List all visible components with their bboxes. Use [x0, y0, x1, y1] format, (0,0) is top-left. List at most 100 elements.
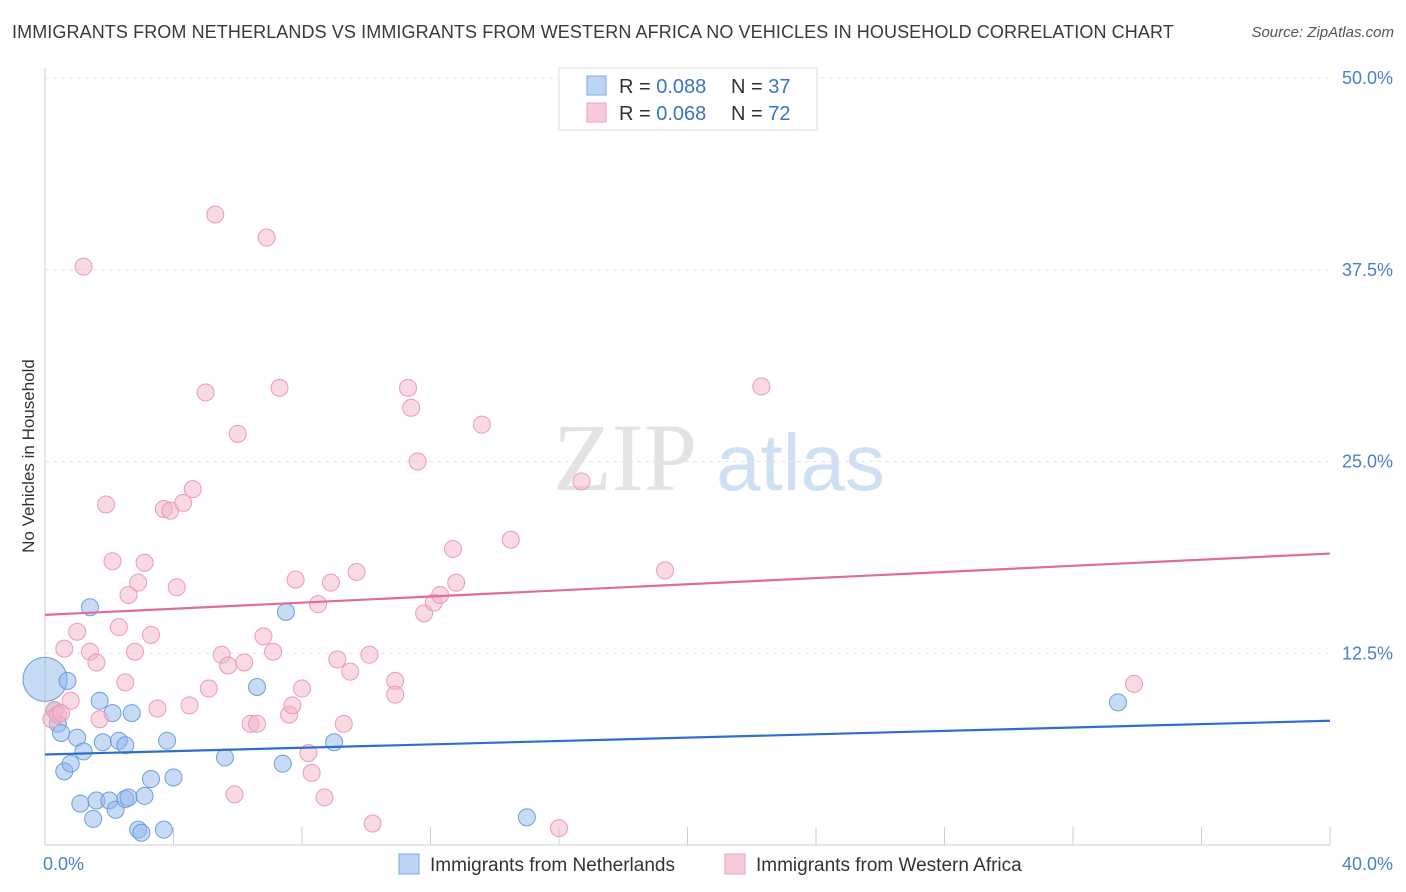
data-point: [248, 714, 267, 733]
data-point: [325, 733, 344, 752]
data-point: [293, 679, 311, 698]
gridlines: [45, 77, 1330, 654]
data-point: [84, 809, 103, 828]
data-point: [550, 819, 568, 838]
data-point: [132, 823, 151, 842]
legend-swatch-netherlands: [586, 75, 607, 96]
data-point: [109, 618, 128, 637]
legend-n-value-western-africa: 72: [768, 103, 790, 125]
data-point: [158, 731, 177, 750]
data-point: [276, 602, 295, 621]
data-point: [58, 671, 77, 690]
data-point: [119, 585, 138, 604]
data-point: [116, 736, 135, 755]
data-point: [443, 539, 462, 558]
data-point: [1108, 693, 1127, 712]
data-point: [286, 570, 305, 589]
data-point: [501, 530, 520, 549]
data-point: [183, 480, 202, 499]
data-point: [206, 205, 225, 224]
data-point: [472, 415, 491, 434]
data-point: [52, 704, 71, 723]
y-axis-title: No Vehicles in Household: [19, 359, 38, 553]
legend-swatch-western-africa: [586, 102, 607, 123]
data-point: [752, 377, 771, 396]
tick-labels: 12.5% 25.0% 37.5% 50.0% 0.0% 40.0%: [43, 68, 1393, 874]
data-point: [302, 763, 321, 782]
data-point: [148, 699, 167, 718]
data-point: [116, 673, 135, 692]
top-legend: R = 0.088 N = 37 R = 0.068 N = 72: [558, 67, 818, 131]
data-point: [61, 754, 80, 773]
legend-r-label-western-africa: R =: [619, 103, 656, 125]
series-western-africa-points: [42, 205, 1144, 838]
y-tick-label-2: 37.5%: [1342, 260, 1393, 280]
data-point: [125, 642, 144, 661]
data-point: [61, 691, 80, 710]
data-point: [408, 452, 427, 471]
x-tick-label-0: 0.0%: [43, 854, 84, 874]
legend-r-value-netherlands: 0.088: [656, 76, 706, 98]
data-point: [517, 808, 536, 827]
watermark: ZIP atlas: [553, 404, 885, 511]
data-point: [90, 710, 109, 729]
data-point: [399, 378, 418, 397]
bottom-legend-swatch-western-africa: [724, 853, 746, 875]
bottom-legend-swatch-netherlands: [398, 853, 420, 875]
data-point: [360, 645, 379, 664]
data-point: [225, 785, 244, 804]
data-point: [347, 562, 366, 581]
data-point: [199, 679, 218, 698]
data-point: [257, 228, 276, 247]
data-point: [154, 820, 173, 839]
data-point: [174, 493, 193, 512]
data-point: [248, 677, 267, 696]
data-point: [402, 398, 421, 417]
data-point: [270, 378, 289, 397]
data-point: [119, 788, 138, 807]
data-point: [74, 742, 93, 761]
watermark-atlas: atlas: [716, 418, 885, 507]
data-point: [122, 704, 141, 723]
data-point: [90, 691, 109, 710]
x-tick-label-1: 40.0%: [1342, 854, 1393, 874]
data-point: [309, 595, 328, 614]
data-point: [228, 424, 247, 443]
data-point: [386, 685, 405, 704]
svg-text:R = 0.068: R = 0.068: [619, 103, 706, 125]
data-point: [129, 573, 148, 592]
data-point: [71, 794, 90, 813]
legend-r-label-netherlands: R =: [619, 76, 656, 98]
data-point: [283, 696, 302, 715]
data-point: [334, 714, 353, 733]
legend-n-label-netherlands: N =: [731, 76, 768, 98]
data-point: [68, 622, 87, 641]
trend-line-netherlands: [44, 719, 1331, 756]
y-tick-label-3: 50.0%: [1342, 68, 1393, 88]
data-point: [164, 768, 183, 787]
data-point: [55, 639, 74, 658]
chart-source: Source: ZipAtlas.com: [1251, 24, 1394, 41]
trend-line-western-africa: [44, 552, 1331, 616]
data-point: [254, 627, 273, 646]
data-point: [363, 814, 382, 833]
data-point: [87, 653, 106, 672]
y-tick-label-1: 25.0%: [1342, 452, 1393, 472]
data-point: [328, 650, 347, 669]
data-point: [264, 642, 283, 661]
data-point: [273, 754, 292, 773]
series-netherlands-points: [22, 598, 1127, 842]
data-point: [447, 573, 466, 592]
trend-lines: [44, 552, 1331, 756]
legend-r-value-western-africa: 0.068: [656, 103, 706, 125]
data-point: [167, 578, 186, 597]
legend-n-label-western-africa: N =: [731, 103, 768, 125]
data-point: [93, 733, 112, 752]
chart-title: IMMIGRANTS FROM NETHERLANDS VS IMMIGRANT…: [12, 22, 1174, 42]
data-point: [235, 653, 254, 672]
y-tick-label-0: 12.5%: [1342, 643, 1393, 663]
data-point: [103, 552, 122, 571]
bottom-legend: Immigrants from Netherlands Immigrants f…: [398, 853, 1022, 876]
data-point: [142, 625, 161, 644]
